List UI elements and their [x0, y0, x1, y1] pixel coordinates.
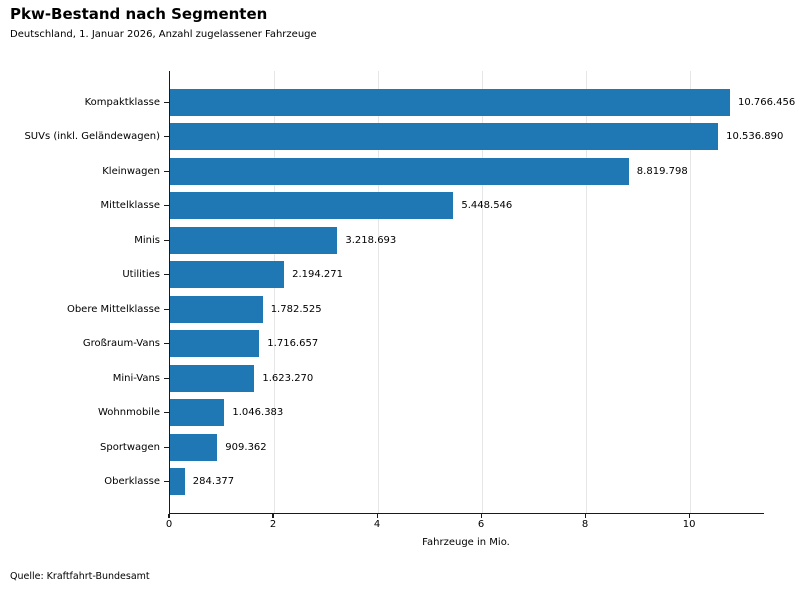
x-tick-label: 0 — [165, 519, 173, 530]
category-label: Sportwagen — [100, 441, 160, 453]
plot-area: 10.766.456 10.536.890 8.819.798 5.448.546 3.… — [169, 71, 795, 514]
bar — [170, 157, 629, 185]
y-axis-tick — [164, 446, 169, 448]
x-axis-tick — [688, 514, 690, 518]
gridline — [585, 71, 587, 513]
x-tick-label: 2 — [269, 519, 277, 530]
bar — [170, 468, 185, 496]
y-axis-tick — [164, 136, 169, 138]
gridline — [689, 71, 691, 513]
bar — [170, 226, 338, 254]
x-axis-tick — [168, 514, 170, 518]
x-axis-tick — [584, 514, 586, 518]
bar-value-label: 10.536.890 — [726, 131, 784, 143]
bar — [170, 330, 260, 358]
bar — [170, 433, 218, 461]
category-label: Mini-Vans — [112, 372, 160, 384]
x-axis-tick — [376, 514, 378, 518]
bar-value-label: 909.362 — [225, 441, 267, 453]
source-note: Quelle: Kraftfahrt-Bundesamt — [10, 571, 150, 582]
category-label: Oberklasse — [104, 476, 160, 488]
bar-value-label: 1.046.383 — [232, 407, 284, 419]
x-tick-label: 8 — [581, 519, 589, 530]
x-tick-label: 6 — [477, 519, 485, 530]
y-axis-tick — [164, 343, 169, 345]
y-axis-tick — [164, 205, 169, 207]
y-axis-tick — [164, 481, 169, 483]
y-axis-tick — [164, 377, 169, 379]
x-tick-label: 4 — [373, 519, 381, 530]
category-label: Mittelklasse — [100, 200, 160, 212]
bar — [170, 88, 730, 116]
bar — [170, 364, 255, 392]
x-tick-label: 10 — [682, 519, 696, 530]
category-label: Wohnmobile — [97, 407, 160, 419]
gridline — [377, 71, 379, 513]
bar-value-label: 1.716.657 — [267, 338, 319, 350]
category-label: SUVs (inkl. Geländewagen) — [24, 131, 160, 143]
y-axis-tick — [164, 308, 169, 310]
bar — [170, 399, 225, 427]
category-label: Utilities — [122, 269, 160, 281]
bar-value-label: 1.782.525 — [270, 303, 322, 315]
chart-title: Pkw-Bestand nach Segmenten — [10, 5, 268, 23]
bar — [170, 123, 719, 151]
x-axis-label: Fahrzeuge in Mio. — [422, 537, 510, 548]
y-axis-tick — [164, 412, 169, 414]
bar — [170, 295, 263, 323]
chart-subtitle: Deutschland, 1. Januar 2026, Anzahl zuge… — [10, 29, 317, 40]
bar — [170, 192, 454, 220]
bar-value-label: 5.448.546 — [461, 200, 513, 212]
category-label: Kleinwagen — [102, 165, 160, 177]
x-axis-tick — [272, 514, 274, 518]
y-axis-tick — [164, 274, 169, 276]
gridline — [481, 71, 483, 513]
bar-value-label: 8.819.798 — [636, 165, 688, 177]
bar-value-label: 1.623.270 — [262, 372, 314, 384]
category-label: Kompaktklasse — [84, 96, 160, 108]
y-axis-tick — [164, 101, 169, 103]
y-axis-tick — [164, 239, 169, 241]
category-label: Minis — [134, 234, 160, 246]
category-label: Großraum-Vans — [82, 338, 160, 350]
gridline — [273, 71, 275, 513]
y-axis-tick — [164, 170, 169, 172]
bar-value-label: 10.766.456 — [738, 96, 796, 108]
bar-value-label: 3.218.693 — [345, 234, 397, 246]
bar-value-label: 284.377 — [192, 476, 235, 488]
x-axis-tick — [480, 514, 482, 518]
bar — [170, 261, 285, 289]
category-label: Obere Mittelklasse — [66, 303, 160, 315]
bar-value-label: 2.194.271 — [292, 269, 343, 281]
